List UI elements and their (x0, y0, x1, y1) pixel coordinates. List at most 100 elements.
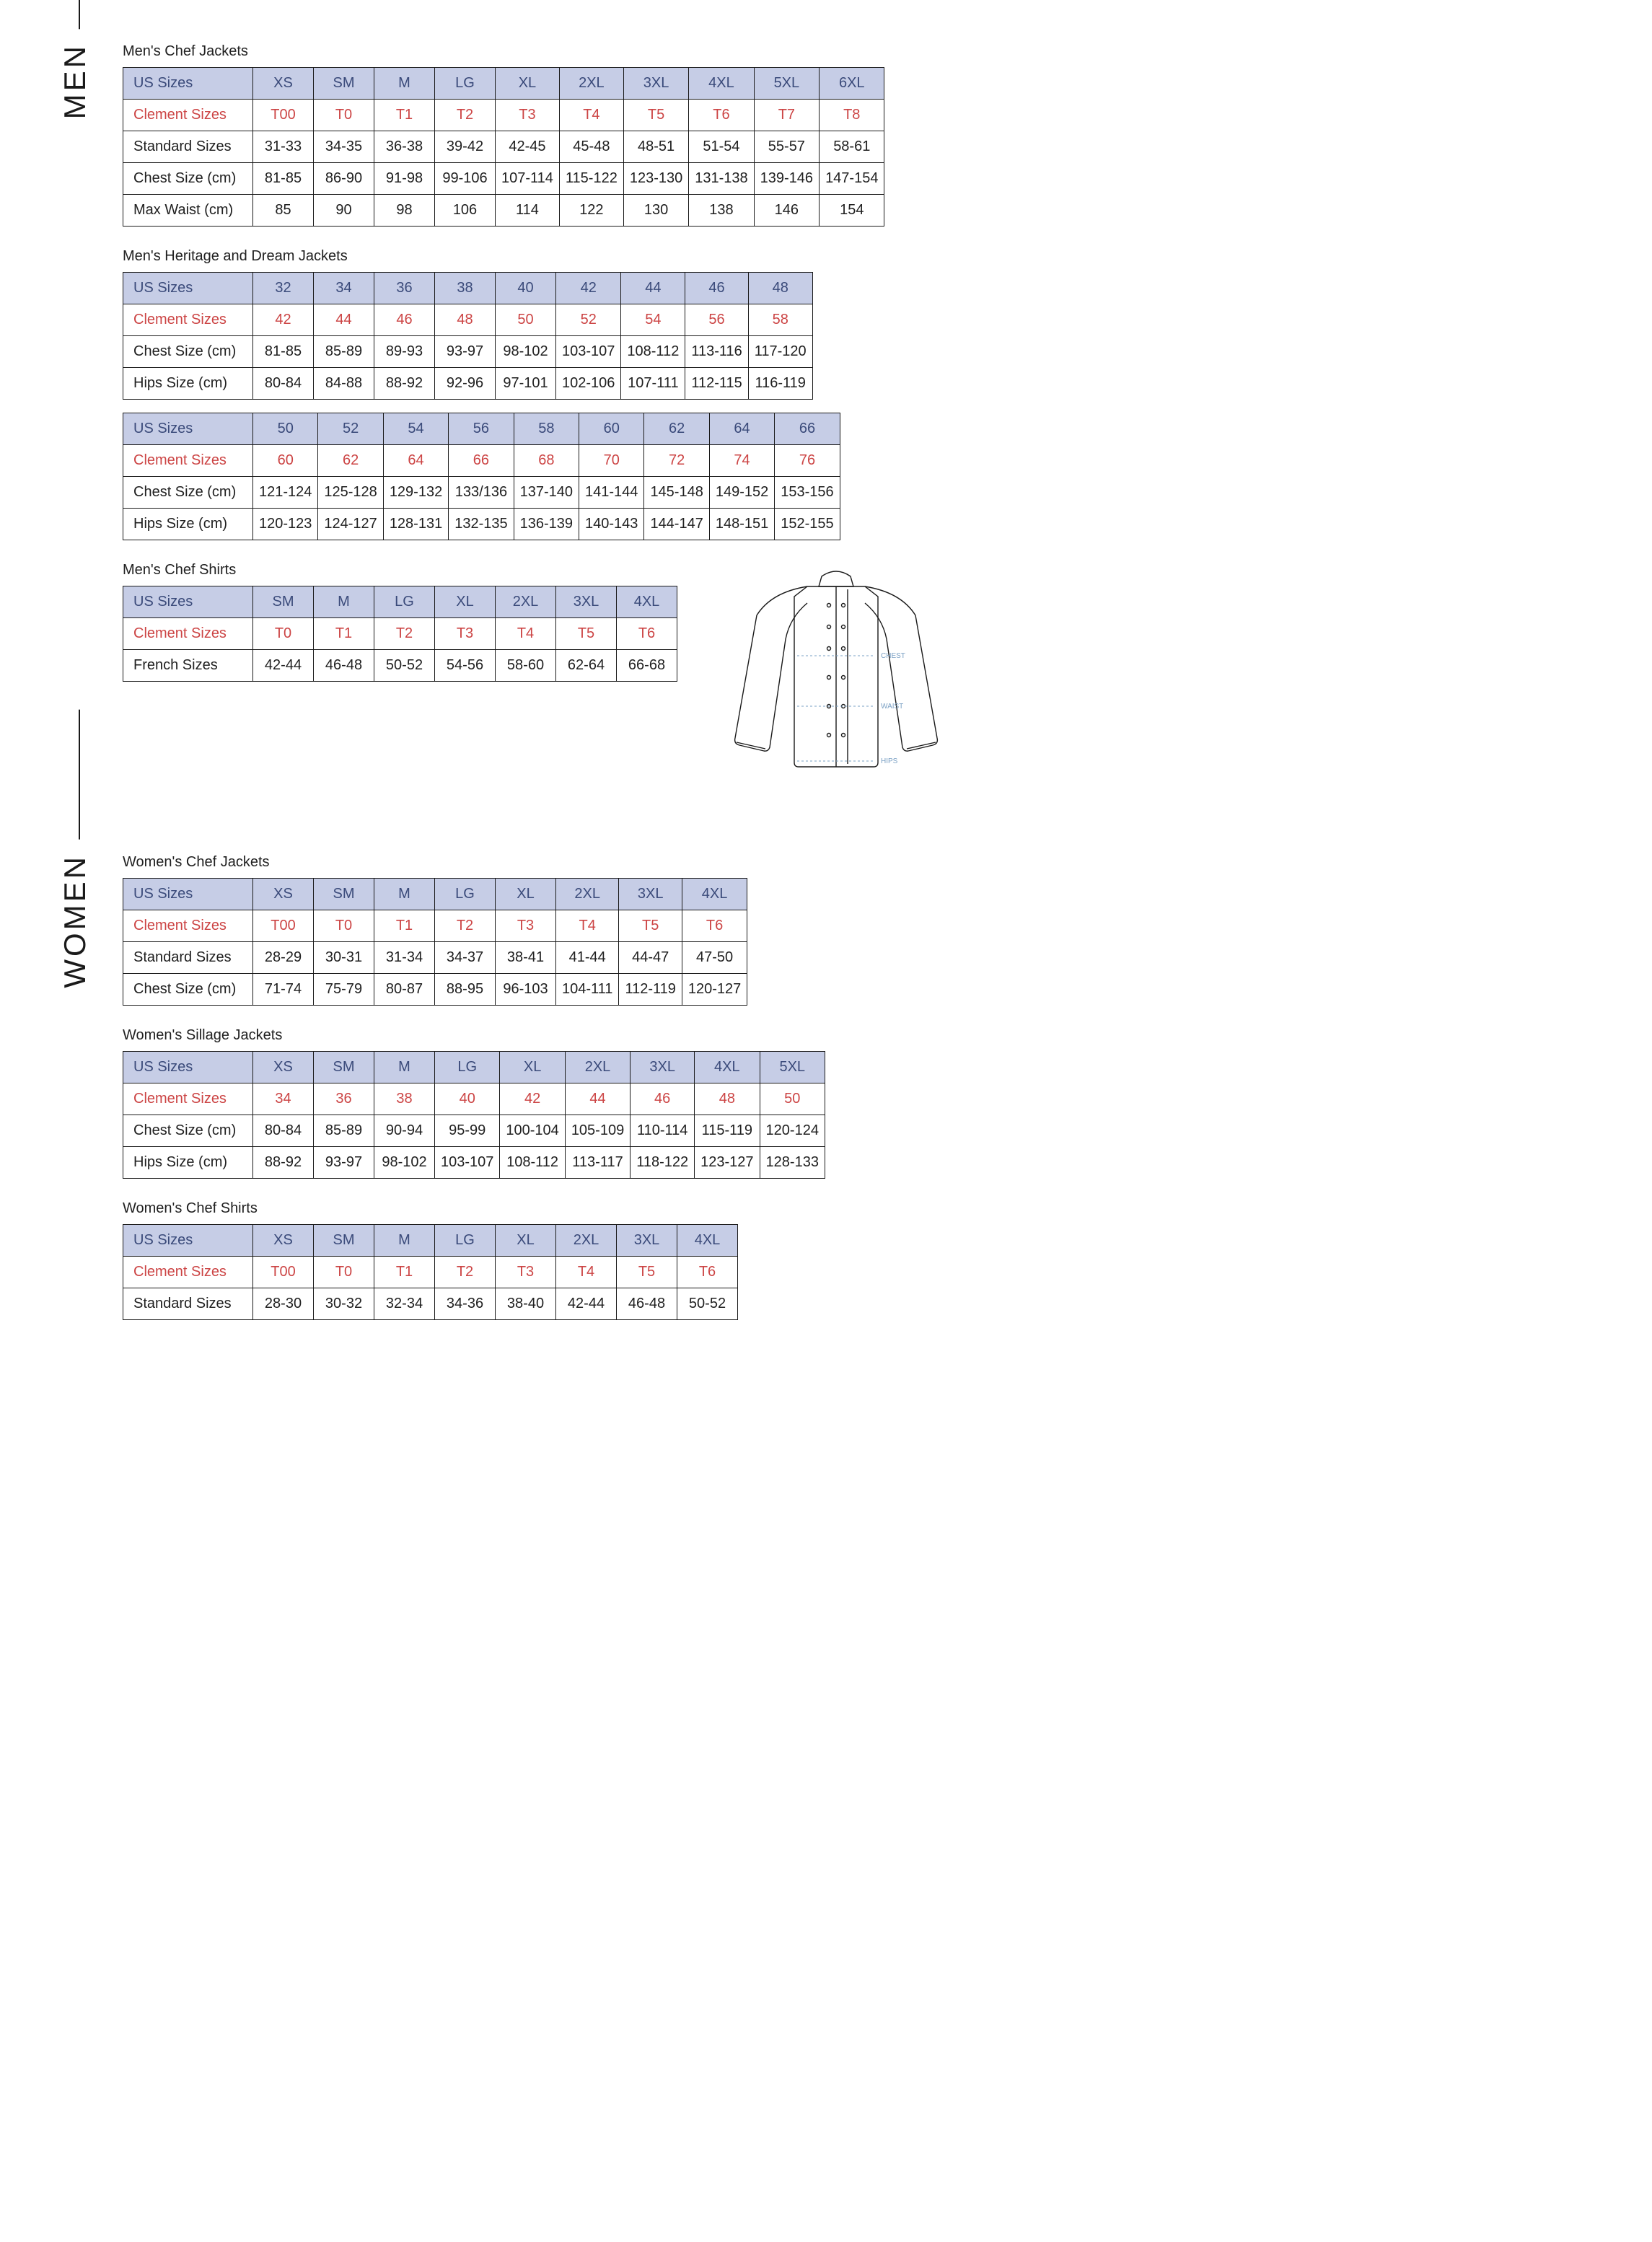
cell: 44 (621, 273, 685, 304)
table-row: Chest Size (cm)80-8485-8990-9495-99100-1… (123, 1115, 825, 1147)
row-label: Clement Sizes (123, 618, 253, 650)
cell: 66 (775, 413, 840, 445)
row-label: US Sizes (123, 1052, 253, 1083)
table-row: Clement Sizes343638404244464850 (123, 1083, 825, 1115)
cell: 28-29 (253, 942, 314, 974)
cell: SM (314, 1052, 374, 1083)
cell: 80-87 (374, 974, 435, 1006)
cell: 32 (253, 273, 314, 304)
cell: 68 (514, 445, 579, 477)
cell: 117-120 (748, 336, 812, 368)
table-row: Hips Size (cm)88-9293-9798-102103-107108… (123, 1147, 825, 1179)
size-table: US SizesSMMLGXL2XL3XL4XLClement SizesT0T… (123, 586, 677, 682)
table-row: US Sizes505254565860626466 (123, 413, 840, 445)
cell: 46 (631, 1083, 695, 1115)
cell: 36 (314, 1083, 374, 1115)
cell: 58 (514, 413, 579, 445)
table-row: US Sizes323436384042444648 (123, 273, 813, 304)
table-title: Women's Chef Jackets (123, 854, 1594, 871)
cell: 120-127 (682, 974, 747, 1006)
men-heritage-group: Men's Heritage and Dream Jackets US Size… (123, 248, 1594, 540)
cell: 66-68 (617, 650, 677, 682)
section-men: MEN Men's Chef Jackets US SizesXSSMMLGXL… (58, 43, 1594, 825)
cell: 80-84 (253, 368, 314, 400)
cell: LG (435, 68, 496, 100)
cell: 152-155 (775, 509, 840, 540)
cell: 86-90 (314, 163, 374, 195)
table-row: Chest Size (cm)121-124125-128129-132133/… (123, 477, 840, 509)
cell: 34-37 (435, 942, 496, 974)
table-title: Women's Chef Shirts (123, 1200, 1594, 1217)
cell: 123-130 (623, 163, 688, 195)
size-table: US Sizes505254565860626466Clement Sizes 6… (123, 413, 840, 540)
row-label: Clement Sizes (123, 1257, 253, 1288)
cell: M (374, 68, 435, 100)
cell: T3 (496, 1257, 556, 1288)
cell: 38-40 (496, 1288, 556, 1320)
cell: 42 (556, 273, 621, 304)
row-label: Max Waist (cm) (123, 195, 253, 227)
cell: 42 (500, 1083, 565, 1115)
cell: 34 (253, 1083, 314, 1115)
jacket-svg: CHEST WAIST HIPS (721, 562, 952, 822)
row-label: Standard Sizes (123, 942, 253, 974)
cell: T00 (253, 100, 314, 131)
cell: 50-52 (677, 1288, 738, 1320)
cell: 154 (820, 195, 884, 227)
cell: LG (374, 586, 435, 618)
table-container: US SizesXSSMMLGXL2XL3XL4XL5XL6XLClement … (123, 67, 1594, 227)
cell: 88-92 (374, 368, 435, 400)
cell: 116-119 (748, 368, 812, 400)
cell: 42-45 (496, 131, 560, 163)
table-row: Hips Size (cm)80-8484-8888-9292-9697-101… (123, 368, 813, 400)
size-table: US SizesXSSMMLGXL2XL3XL4XL5XLClement Siz… (123, 1051, 825, 1179)
cell: 107-114 (496, 163, 560, 195)
row-label: Standard Sizes (123, 1288, 253, 1320)
cell: 90-94 (374, 1115, 435, 1147)
row-label: Clement Sizes (123, 445, 253, 477)
jacket-label-waist: WAIST (881, 703, 903, 711)
cell: 41-44 (556, 942, 619, 974)
cell: 72 (644, 445, 709, 477)
cell: 36 (374, 273, 435, 304)
cell: 115-119 (695, 1115, 760, 1147)
cell: T00 (253, 1257, 314, 1288)
cell: 103-107 (435, 1147, 500, 1179)
table-title: Men's Chef Jackets (123, 43, 1594, 60)
cell: 62-64 (556, 650, 617, 682)
cell: T2 (435, 1257, 496, 1288)
cell: 98 (374, 195, 435, 227)
women-sillage-group: Women's Sillage Jackets US SizesXSSMMLGX… (123, 1027, 1594, 1179)
cell: XL (500, 1052, 565, 1083)
jacket-diagram: CHEST WAIST HIPS (721, 562, 952, 825)
table-row: Clement SizesT00T0T1T2T3T4T5T6T7T8 (123, 100, 884, 131)
cell: T2 (435, 100, 496, 131)
cell: T0 (314, 910, 374, 942)
cell: XL (496, 1225, 556, 1257)
cell: 138 (689, 195, 754, 227)
table-row: Chest Size (cm)81-8585-8989-9393-9798-10… (123, 336, 813, 368)
table-container: US SizesXSSMMLGXL2XL3XL4XLClement SizesT… (123, 1224, 1594, 1320)
cell: 46 (374, 304, 435, 336)
cell: 45-48 (559, 131, 623, 163)
table-row: Max Waist (cm)85909810611412213013814615… (123, 195, 884, 227)
cell: 54 (621, 304, 685, 336)
table-row: Standard Sizes31-3334-3536-3839-4242-454… (123, 131, 884, 163)
cell: 95-99 (435, 1115, 500, 1147)
table-row: US SizesXSSMMLGXL2XL3XL4XL5XL6XL (123, 68, 884, 100)
cell: 64 (383, 445, 448, 477)
cell: T4 (496, 618, 556, 650)
cell: T5 (623, 100, 688, 131)
cell: 55-57 (754, 131, 819, 163)
cell: SM (253, 586, 314, 618)
cell: 44-47 (619, 942, 682, 974)
side-label-men: MEN (58, 43, 101, 141)
cell: 36-38 (374, 131, 435, 163)
row-label: Clement Sizes (123, 304, 253, 336)
cell: 105-109 (565, 1115, 630, 1147)
cell: T0 (314, 1257, 374, 1288)
cell: 52 (318, 413, 383, 445)
row-label: Chest Size (cm) (123, 1115, 253, 1147)
cell: 62 (318, 445, 383, 477)
cell: 113-117 (565, 1147, 630, 1179)
